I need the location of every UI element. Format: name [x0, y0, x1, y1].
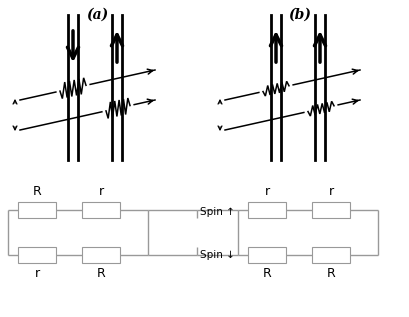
Bar — [18, 202, 56, 218]
Text: r: r — [98, 185, 103, 198]
Bar — [311, 202, 349, 218]
Text: R: R — [326, 267, 335, 280]
Text: R: R — [97, 267, 105, 280]
Bar — [247, 247, 285, 263]
Text: Spin ↑: Spin ↑ — [200, 207, 234, 217]
Bar — [82, 202, 120, 218]
Bar — [247, 202, 285, 218]
Text: r: r — [328, 185, 333, 198]
Text: r: r — [264, 185, 269, 198]
Bar — [18, 247, 56, 263]
Bar — [82, 247, 120, 263]
Text: R: R — [33, 185, 41, 198]
Text: r: r — [34, 267, 39, 280]
Bar — [311, 247, 349, 263]
Text: Spin ↓: Spin ↓ — [200, 250, 234, 260]
Text: (a): (a) — [85, 8, 108, 22]
Text: R: R — [262, 267, 271, 280]
Text: (b): (b) — [288, 8, 311, 22]
